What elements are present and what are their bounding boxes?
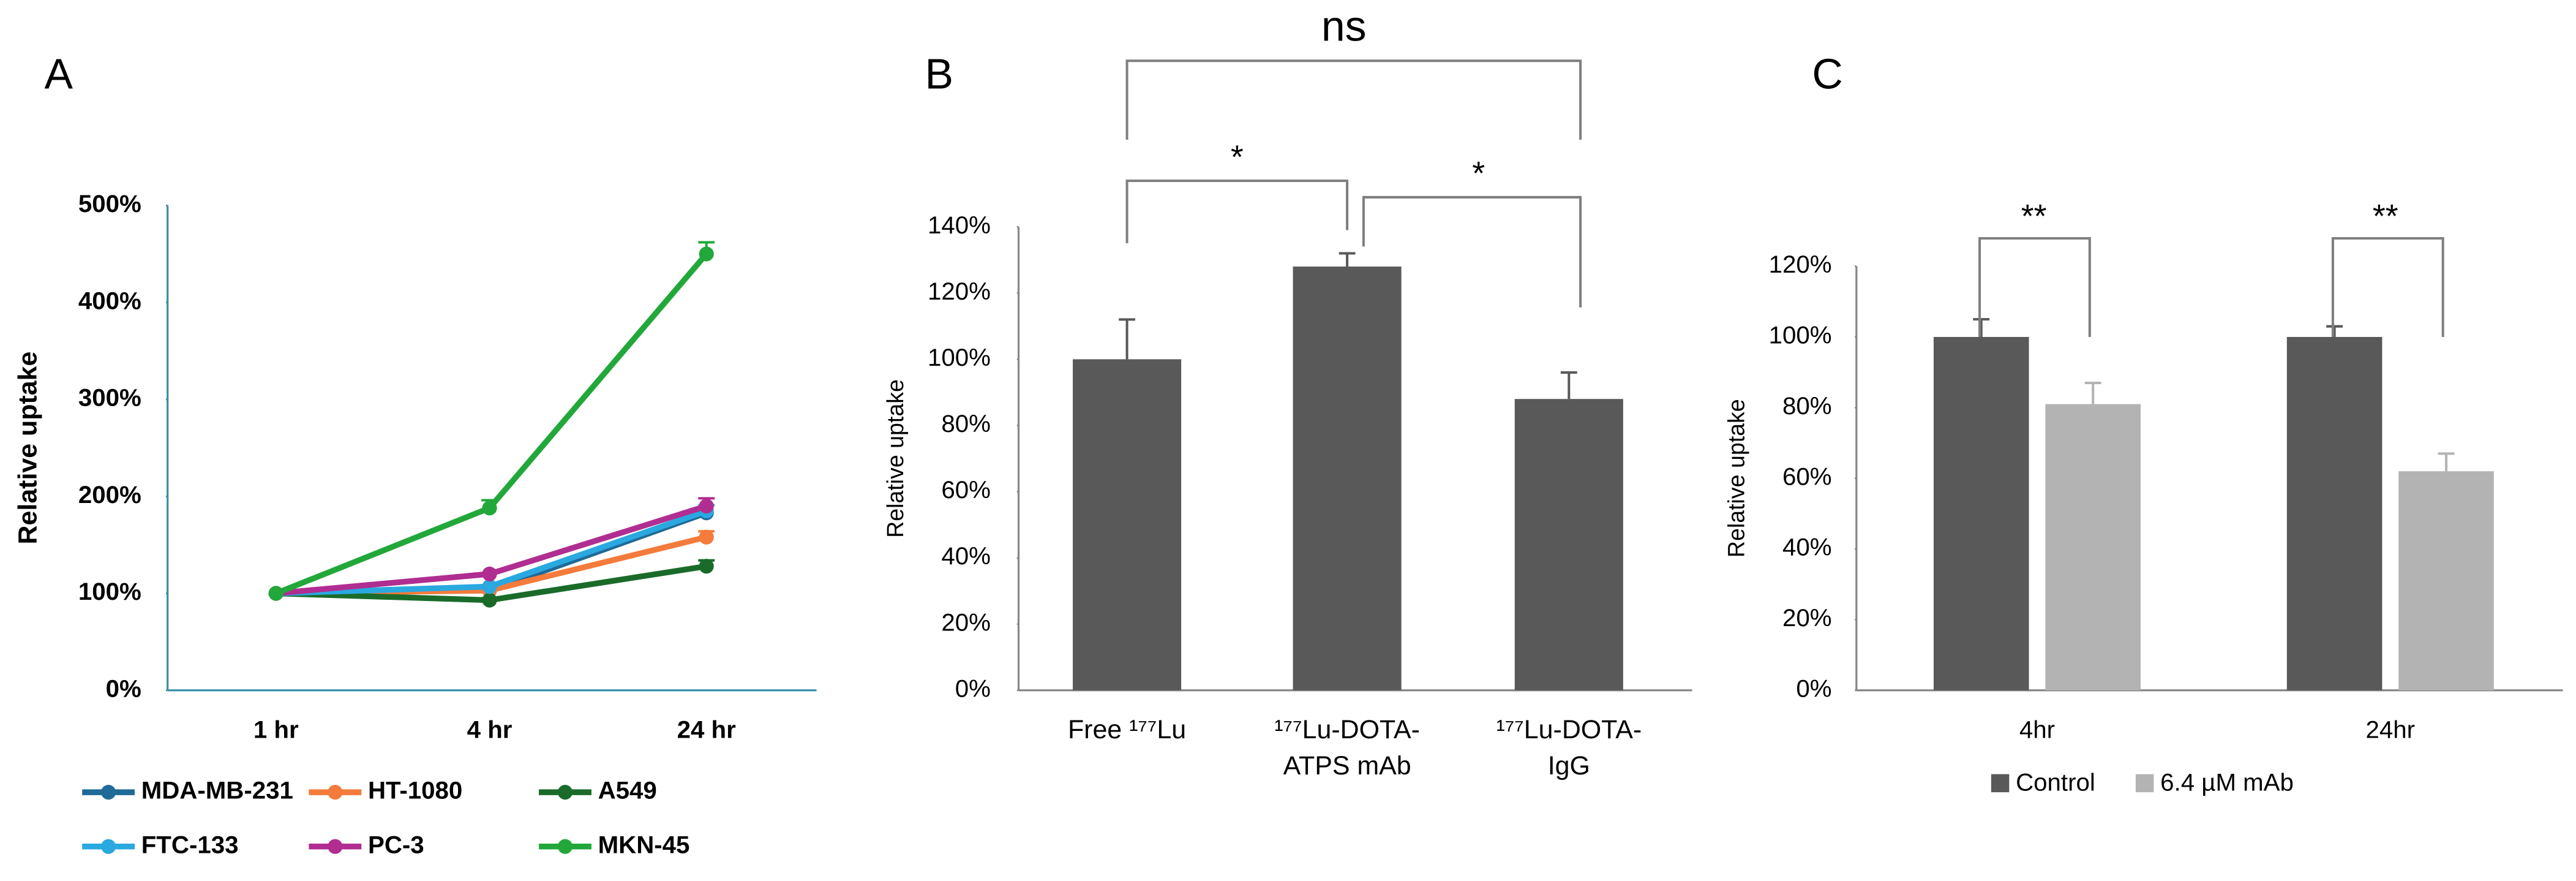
error-bar (2084, 381, 2101, 404)
x-tick-label: ¹⁷⁷Lu-DOTA- (1496, 715, 1642, 744)
panel-label: C (1812, 50, 1842, 98)
legend-marker (557, 839, 573, 854)
y-tick-label: 500% (78, 190, 141, 217)
bar (2045, 404, 2141, 690)
y-tick-label: 20% (941, 608, 991, 636)
significance-label: ** (2373, 198, 2398, 235)
legend-label: A549 (598, 777, 657, 804)
legend-label: Control (2016, 768, 2095, 796)
point (482, 501, 497, 516)
significance-bracket (1362, 195, 1582, 308)
bar (1073, 359, 1182, 690)
bar (1514, 399, 1623, 690)
y-tick-label: 120% (928, 278, 991, 305)
legend-marker (328, 785, 343, 800)
bar (1933, 336, 2029, 690)
x-tick-label: Free ¹⁷⁷Lu (1068, 715, 1186, 744)
point (699, 559, 714, 574)
panel-label: B (925, 50, 954, 98)
y-tick-label: 400% (78, 287, 141, 314)
legend-label: 6.4 µM mAb (2160, 768, 2294, 796)
error-bar (1119, 318, 1135, 360)
x-tick-label: IgG (1548, 751, 1590, 781)
legend-label: HT-1080 (368, 777, 462, 804)
x-tick-label: 4 hr (467, 716, 513, 743)
legend-marker (557, 785, 573, 800)
significance-bracket (1978, 236, 2091, 337)
point (699, 529, 714, 545)
y-tick-label: 0% (106, 675, 141, 702)
point (482, 579, 497, 594)
y-tick-label: 140% (928, 211, 991, 239)
x-tick-label: 4hr (2019, 716, 2055, 743)
error-bar (1560, 371, 1577, 399)
bar (2286, 336, 2383, 690)
bar (2398, 471, 2494, 690)
legend-label: PC-3 (368, 831, 424, 858)
legend-label: FTC-133 (141, 831, 239, 858)
bar (1293, 267, 1402, 690)
y-tick-label: 120% (1769, 251, 1832, 278)
error-bar (1973, 318, 1990, 337)
point (268, 586, 284, 601)
y-tick-label: 60% (1782, 463, 1832, 490)
y-tick-label: 100% (1769, 322, 1832, 349)
legend-label: MKN-45 (598, 831, 690, 858)
y-axis-label: Relative uptake (1724, 399, 1749, 558)
significance-label: ns (1321, 2, 1367, 50)
error-bar (2326, 325, 2343, 337)
series-line (275, 252, 709, 596)
legend-marker (328, 839, 343, 854)
x-tick-label: 1 hr (253, 716, 299, 743)
point (482, 592, 497, 608)
x-tick-label: 24 hr (677, 716, 737, 743)
legend-label: MDA-MB-231 (141, 777, 293, 804)
x-tick-label: ATPS mAb (1283, 751, 1411, 781)
significance-label: * (1472, 155, 1485, 192)
y-tick-label: 20% (1782, 604, 1832, 632)
legend-swatch (2135, 774, 2154, 793)
x-tick-label: 24hr (2366, 716, 2416, 743)
y-tick-label: 40% (941, 542, 991, 570)
y-tick-label: 80% (941, 410, 991, 437)
y-tick-label: 100% (78, 578, 141, 605)
significance-label: ** (2021, 198, 2047, 235)
x-tick-label: ¹⁷⁷Lu-DOTA- (1274, 715, 1420, 744)
point (699, 498, 714, 514)
y-tick-label: 100% (928, 344, 991, 371)
y-tick-label: 300% (78, 384, 141, 412)
significance-bracket (1125, 59, 1582, 140)
significance-bracket (2331, 236, 2444, 337)
error-bar (2438, 452, 2455, 472)
y-tick-label: 80% (1782, 392, 1832, 420)
y-tick-label: 0% (1796, 675, 1831, 702)
y-tick-label: 0% (955, 675, 991, 702)
y-tick-label: 200% (78, 481, 141, 509)
panel-label: A (44, 50, 73, 98)
significance-label: * (1231, 138, 1244, 175)
significance-bracket (1125, 180, 1349, 244)
legend-marker (101, 785, 116, 800)
y-axis-label: Relative uptake (882, 379, 908, 538)
point (482, 566, 497, 581)
error-bar (1339, 252, 1356, 267)
y-axis-label: Relative uptake (13, 352, 43, 545)
y-tick-label: 40% (1782, 534, 1832, 561)
y-tick-label: 60% (941, 476, 991, 504)
legend-swatch (1991, 774, 2010, 793)
legend-marker (101, 839, 116, 854)
point (699, 246, 714, 262)
